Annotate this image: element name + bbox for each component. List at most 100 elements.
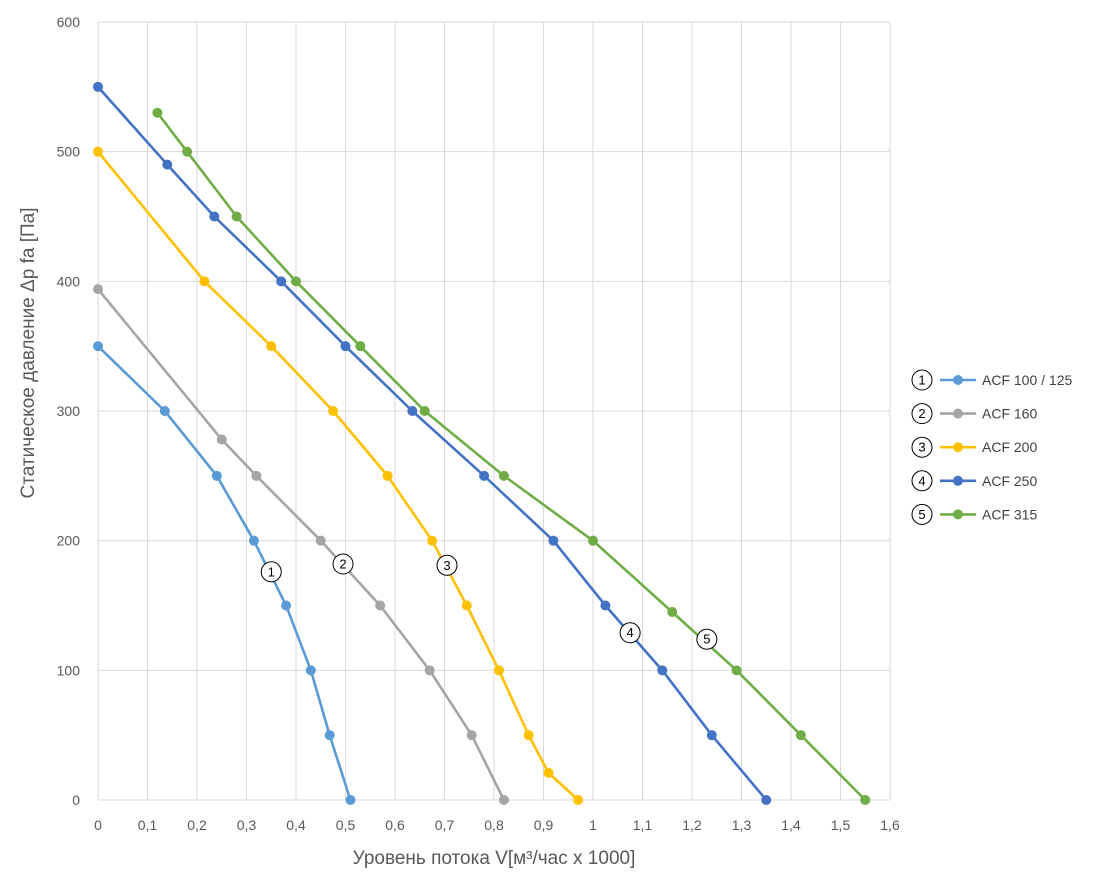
legend-number-badge	[911, 403, 933, 425]
x-tick-label: 0,8	[484, 817, 504, 833]
series-line-5	[156, 111, 867, 802]
legend-swatch-marker	[953, 442, 963, 453]
data-point	[209, 211, 220, 222]
data-point	[93, 146, 103, 157]
legend-number-label: 1	[918, 373, 925, 388]
data-point	[479, 470, 490, 481]
y-tick-label: 500	[57, 144, 81, 160]
y-tick-label: 400	[57, 273, 81, 289]
data-point	[251, 470, 262, 481]
x-tick-label: 1,6	[880, 817, 900, 833]
legend-number-badge	[911, 369, 933, 391]
curve-number-label: 5	[703, 632, 710, 647]
data-point	[199, 276, 210, 287]
data-point	[860, 795, 871, 805]
x-axis-title: Уровень потока V[м³/час x 1000]	[353, 848, 636, 869]
x-tick-label: 0,6	[385, 817, 405, 833]
data-point	[427, 535, 438, 546]
legend-number-label: 4	[918, 473, 925, 488]
data-point	[523, 730, 534, 741]
y-tick-label: 0	[72, 792, 80, 808]
data-point	[706, 730, 717, 741]
data-point	[731, 665, 742, 676]
data-point	[573, 795, 584, 805]
legend-swatch-marker	[953, 475, 963, 486]
grid	[97, 21, 891, 801]
x-tick-label: 1,2	[682, 817, 702, 833]
data-point	[667, 606, 678, 617]
data-point	[291, 276, 301, 287]
y-tick-label: 300	[57, 403, 81, 419]
data-point	[424, 665, 435, 676]
curve-number-badge	[332, 553, 354, 575]
data-point	[328, 406, 339, 416]
data-point	[588, 535, 598, 546]
curve-number-label: 1	[268, 564, 275, 579]
curve-labels: 1 2 3 4 5	[260, 553, 718, 650]
data-point	[498, 470, 509, 481]
legend: 1 ACF 100 / 125 2 ACF 160 3 ACF 200 4 ACF 250 5 A…	[911, 369, 1072, 525]
data-point	[315, 535, 326, 546]
x-tick-label: 0,4	[286, 817, 306, 833]
legend-number-badge	[911, 470, 933, 492]
data-point	[266, 341, 277, 352]
legend-label: ACF 160	[982, 406, 1037, 422]
data-point	[345, 795, 356, 805]
x-tick-label: 0,5	[336, 817, 356, 833]
x-tick-label: 1,5	[831, 817, 851, 833]
legend-swatch-marker	[953, 509, 963, 520]
x-tick-label: 1	[589, 817, 597, 833]
data-point	[231, 211, 242, 222]
legend-swatch-marker	[953, 408, 963, 419]
data-point	[461, 600, 472, 611]
legend-swatch-marker	[953, 375, 963, 385]
data-point	[182, 146, 193, 157]
axes: 0 0,1 0,2 0,3 0,4 0,5 0,6 0,7 0,8 0,9 1 1,1 1,2 1,3 1,…	[57, 14, 900, 833]
data-point	[761, 795, 772, 805]
data-point	[305, 665, 316, 676]
series-group	[93, 81, 871, 805]
data-point	[382, 470, 393, 481]
data-point	[375, 600, 386, 611]
data-point	[216, 434, 227, 445]
legend-number-label: 5	[918, 507, 925, 522]
data-point	[93, 81, 103, 92]
curve-number-badge	[260, 561, 282, 583]
curve-number-label: 4	[627, 625, 634, 640]
x-tick-label: 0,9	[534, 817, 554, 833]
x-tick-label: 0	[94, 817, 102, 833]
data-point	[93, 284, 103, 295]
x-tick-label: 0,3	[237, 817, 257, 833]
series-line-4	[96, 85, 768, 802]
data-point	[162, 159, 173, 170]
data-point	[548, 535, 559, 546]
curve-number-badge	[436, 554, 458, 576]
data-point	[324, 730, 335, 741]
x-tick-label: 1,3	[732, 817, 752, 833]
y-tick-label: 200	[57, 533, 81, 549]
data-point	[159, 406, 170, 416]
y-axis-title: Статическое давление Δp fa [Па]	[18, 208, 39, 499]
curve-number-label: 3	[443, 558, 450, 573]
legend-number-label: 3	[918, 440, 925, 455]
data-point	[248, 535, 259, 546]
data-point	[407, 406, 418, 416]
legend-number-badge	[911, 436, 933, 458]
legend-number-label: 2	[918, 406, 925, 421]
curve-number-badge	[619, 622, 641, 644]
series-line-1	[96, 344, 352, 802]
legend-label: ACF 100 / 125	[982, 372, 1072, 388]
data-point	[93, 341, 103, 352]
data-point	[281, 600, 292, 611]
data-point	[211, 470, 222, 481]
x-tick-label: 1,1	[633, 817, 653, 833]
data-point	[543, 767, 554, 778]
curve-number-label: 2	[339, 557, 346, 572]
data-point	[466, 730, 477, 741]
data-point	[355, 341, 366, 352]
legend-number-badge	[911, 503, 933, 525]
y-tick-label: 100	[57, 662, 81, 678]
curve-number-badge	[696, 628, 718, 650]
